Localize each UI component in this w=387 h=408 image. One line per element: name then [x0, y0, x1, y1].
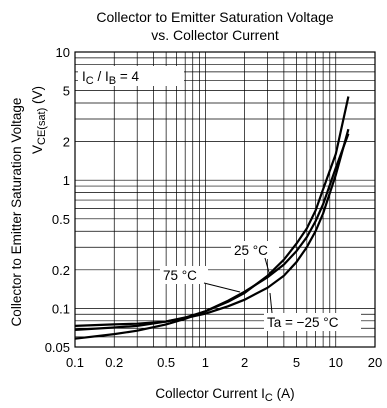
- y-tick-label: 5: [63, 84, 70, 99]
- x-tick-label: 0.2: [105, 355, 123, 370]
- x-tick-label: 1: [202, 355, 209, 370]
- chart-annotations: IC / IB = 4 25 °C 75 °C Ta = −25 °C: [78, 66, 361, 331]
- series-line-minus25c: [74, 128, 350, 327]
- x-tick-label: 2: [241, 355, 248, 370]
- x-axis-label: Collector Current IC (A): [155, 386, 294, 404]
- label-background: [231, 241, 279, 259]
- x-tick-label: 0.5: [157, 355, 175, 370]
- y-tick-label: 0.05: [45, 340, 70, 355]
- label-background: [264, 313, 361, 331]
- leader-line: [203, 282, 241, 293]
- y-tick-label: 10: [56, 45, 70, 60]
- label-background: [78, 66, 184, 86]
- y-tick-label: 2: [63, 135, 70, 150]
- series-label-minus25c: Ta = −25 °C: [267, 315, 339, 330]
- leader-line: [264, 257, 271, 277]
- x-tick-label: 20: [368, 355, 382, 370]
- series-label-75c: 75 °C: [163, 268, 197, 283]
- chart-title-line1: Collector to Emitter Saturation Voltage: [96, 9, 334, 25]
- plot-frame: [74, 51, 376, 348]
- x-tick-label: 5: [293, 355, 300, 370]
- y-axis-symbol: VCE(sat) (V): [30, 86, 48, 154]
- label-background: [160, 266, 208, 284]
- y-tick-label: 0.2: [52, 263, 70, 278]
- x-tick-label: 0.1: [66, 355, 84, 370]
- chart-series: [74, 96, 350, 340]
- series-line-25c: [74, 96, 350, 331]
- x-tick-label: 10: [329, 355, 343, 370]
- leader-line: [269, 292, 273, 314]
- y-tick-label: 0.5: [52, 212, 70, 227]
- y-tick-label: 1: [63, 173, 70, 188]
- chart-title-line2: vs. Collector Current: [151, 27, 279, 43]
- y-axis-label: Collector to Emitter Saturation Voltage: [9, 98, 24, 327]
- y-tick-label: 0.1: [52, 301, 70, 316]
- condition-label: IC / IB = 4: [82, 69, 139, 87]
- series-label-25c: 25 °C: [234, 243, 268, 258]
